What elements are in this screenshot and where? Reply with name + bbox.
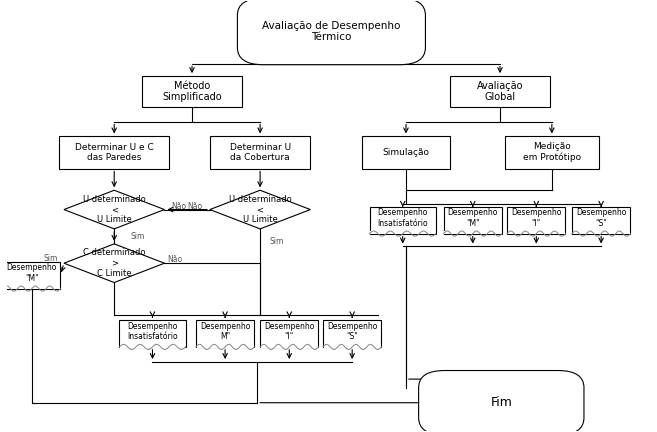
FancyBboxPatch shape [507,207,566,234]
FancyBboxPatch shape [120,320,185,347]
Text: Sim: Sim [270,237,284,246]
FancyBboxPatch shape [450,76,551,107]
Polygon shape [64,190,164,229]
Polygon shape [64,244,164,283]
Text: Desempenho
"I": Desempenho "I" [511,209,562,228]
FancyBboxPatch shape [4,286,60,289]
FancyBboxPatch shape [323,320,381,347]
FancyBboxPatch shape [196,320,254,347]
FancyBboxPatch shape [362,137,450,168]
Text: Desempenho
"I": Desempenho "I" [264,322,315,341]
FancyBboxPatch shape [505,137,599,168]
FancyBboxPatch shape [210,137,310,168]
FancyBboxPatch shape [371,231,435,235]
FancyBboxPatch shape [419,371,584,432]
FancyBboxPatch shape [324,344,380,348]
Polygon shape [210,190,310,229]
Text: Desempenho
Insatisfatório: Desempenho Insatisfatório [127,322,178,341]
FancyBboxPatch shape [443,207,502,234]
Text: Determinar U e C
das Paredes: Determinar U e C das Paredes [75,143,154,162]
Text: Desempenho
"M": Desempenho "M" [7,264,57,283]
FancyBboxPatch shape [120,344,185,348]
Text: Determinar U
da Cobertura: Determinar U da Cobertura [229,143,290,162]
Text: Fim: Fim [490,396,512,409]
FancyBboxPatch shape [3,262,60,289]
Text: Não: Não [187,202,202,211]
FancyBboxPatch shape [261,344,318,348]
Text: U determinado
<
U Limite: U determinado < U Limite [229,195,292,225]
Text: Desempenho
"S": Desempenho "S" [576,209,626,228]
Text: Avaliação de Desempenho
Térmico: Avaliação de Desempenho Térmico [262,21,401,42]
FancyBboxPatch shape [260,320,319,347]
FancyBboxPatch shape [370,207,436,234]
Text: Avaliação
Global: Avaliação Global [477,81,523,102]
Text: Sim: Sim [131,232,145,241]
FancyBboxPatch shape [573,231,629,235]
Text: Desempenho
M": Desempenho M" [200,322,250,341]
Text: Medição
em Protótipo: Medição em Protótipo [523,143,581,162]
Text: U determinado
<
U Limite: U determinado < U Limite [83,195,146,225]
FancyBboxPatch shape [572,207,630,234]
Text: Método
Simplificado: Método Simplificado [162,81,222,102]
FancyBboxPatch shape [508,231,565,235]
Text: Desempenho
"M": Desempenho "M" [447,209,498,228]
FancyBboxPatch shape [196,344,254,348]
Text: Sim: Sim [43,254,57,264]
FancyBboxPatch shape [59,137,170,168]
Text: Não: Não [168,255,183,264]
FancyBboxPatch shape [142,76,242,107]
Text: Simulação: Simulação [382,148,430,157]
FancyBboxPatch shape [444,231,501,235]
Text: Desempenho
"S": Desempenho "S" [327,322,377,341]
Text: Não: Não [171,202,186,211]
Text: C determinado
>
C Limite: C determinado > C Limite [83,248,145,278]
Text: Desempenho
Insatisfatório: Desempenho Insatisfatório [377,209,428,228]
FancyBboxPatch shape [237,0,426,65]
